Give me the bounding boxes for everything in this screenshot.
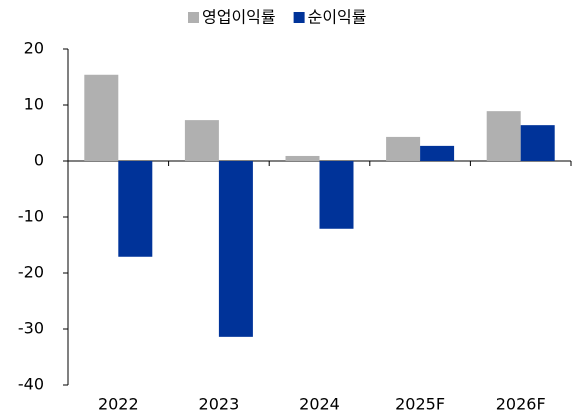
y-tick-label: -40 (18, 375, 44, 394)
bar (118, 161, 153, 257)
bar (84, 74, 119, 161)
bar (285, 155, 320, 161)
y-tick-label: -10 (18, 207, 44, 226)
bar (386, 136, 421, 161)
x-tick-label: 2023 (199, 395, 240, 414)
x-tick-label: 2026F (496, 395, 546, 414)
bar (184, 120, 219, 161)
y-tick-label: -30 (18, 319, 44, 338)
legend-label: 영업이익률 (202, 8, 276, 27)
x-tick-label: 2024 (299, 395, 340, 414)
bar (486, 111, 521, 161)
bar (420, 145, 455, 161)
bar (319, 161, 354, 229)
legend-swatch (293, 12, 305, 23)
y-tick-label: 10 (24, 95, 44, 114)
x-tick-label: 2025F (395, 395, 445, 414)
y-tick-label: -20 (18, 263, 44, 282)
y-tick-label: 20 (24, 39, 44, 58)
bar (520, 125, 555, 161)
legend-label: 순이익률 (308, 8, 367, 27)
x-tick-label: 2022 (98, 395, 139, 414)
legend-swatch (188, 12, 199, 23)
y-tick-label: 0 (34, 151, 44, 170)
bar (218, 161, 253, 337)
